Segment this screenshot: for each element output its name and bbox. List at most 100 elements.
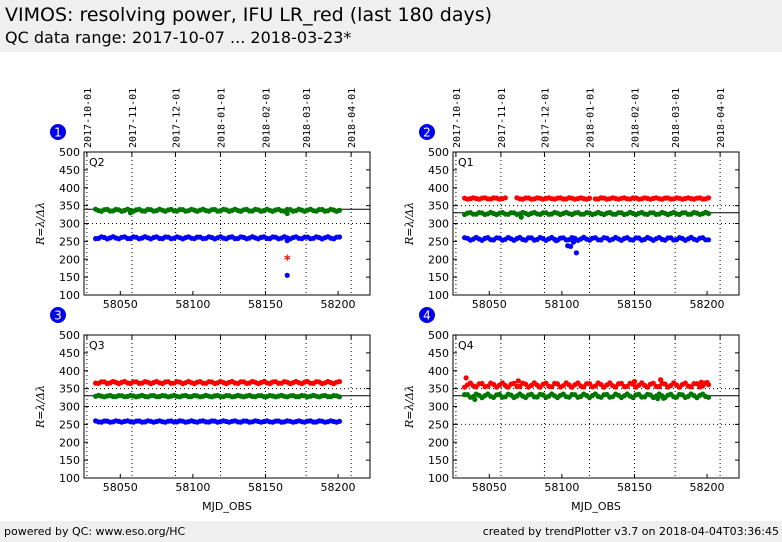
x-axis-label: MJD_OBS (571, 500, 621, 513)
quadrant-label: Q3 (89, 339, 105, 352)
y-tick-label: 100 (59, 289, 80, 302)
panel-badge (419, 124, 435, 140)
x-tick-label: 58150 (248, 298, 283, 311)
series-red (462, 375, 712, 390)
x-tick-label: 58150 (248, 481, 283, 494)
y-tick-label: 100 (59, 472, 80, 485)
panel-q1: 2017-10-01 2017-11-01 2017-12-01 2018-01-01… (403, 88, 740, 311)
panel-q3: 100 150 200 250 300 350 400 450 500 58050 58100 581… (34, 307, 371, 513)
page-subtitle: QC data range: 2017-10-07 ... 2018-03-23… (5, 28, 352, 47)
data-point-outlier (570, 239, 577, 245)
date-tick-label: 2017-12-01 (540, 88, 551, 148)
data-point (336, 234, 343, 240)
y-tick-label: 350 (428, 383, 449, 396)
data-point-outlier (553, 238, 559, 244)
x-tick-label: 58200 (690, 298, 725, 311)
y-tick-label: 400 (428, 365, 449, 378)
data-point-outlier (658, 377, 664, 383)
x-tick-label: 58050 (103, 298, 138, 311)
header: VIMOS: resolving power, IFU LR_red (last… (0, 0, 782, 52)
plot-frame (83, 151, 371, 296)
x-tick-label: 58200 (690, 481, 725, 494)
x-axis-label: MJD_OBS (202, 500, 252, 513)
plot-frame (452, 334, 740, 479)
y-tick-label: 200 (59, 253, 80, 266)
data-point-outlier (573, 250, 580, 256)
x-tick-label: 58200 (321, 298, 356, 311)
y-tick-label: 100 (428, 472, 449, 485)
series-blue (93, 418, 343, 425)
y-tick-label: 300 (428, 401, 449, 414)
x-tick-label: 58150 (617, 481, 652, 494)
plot-frame (452, 151, 740, 296)
y-tick-label: 450 (59, 164, 80, 177)
x-tick-label: 58050 (472, 298, 507, 311)
y-tick-label: 250 (59, 235, 80, 248)
y-tick-label: 250 (59, 418, 80, 431)
data-point (705, 195, 712, 201)
footer: powered by QC: www.eso.org/HC created by… (0, 521, 782, 542)
y-tick-label: 150 (59, 271, 80, 284)
y-tick-label: 300 (59, 218, 80, 231)
series-red (93, 378, 343, 387)
quadrant-label: Q4 (458, 339, 474, 352)
series-blue (93, 234, 343, 278)
panel-badge (50, 307, 66, 323)
footer-generator: created by trendPlotter v3.7 on 2018-04-… (482, 525, 779, 538)
date-tick-label: 2017-10-01 (83, 88, 94, 148)
y-tick-label: 350 (59, 200, 80, 213)
date-tick-label: 2017-11-01 (497, 88, 508, 148)
date-tick-label: 2018-03-01 (302, 88, 313, 148)
panel-badge (419, 307, 435, 323)
y-tick-label: 250 (428, 418, 449, 431)
x-tick-label: 58100 (175, 298, 210, 311)
data-point-outlier (515, 378, 521, 384)
data-point-outlier (568, 243, 574, 249)
y-tick-label: 450 (59, 347, 80, 360)
data-point (336, 379, 343, 385)
y-tick-label: 500 (428, 329, 449, 342)
footer-credit: powered by QC: www.eso.org/HC (4, 525, 186, 538)
data-point-outlier (472, 396, 478, 402)
panel-badge-number: 4 (423, 309, 431, 323)
panel-badge (50, 124, 66, 140)
data-point-outlier (631, 378, 638, 385)
series-green (462, 209, 712, 220)
series-blue (462, 234, 712, 256)
x-tick-label: 58050 (103, 481, 138, 494)
data-point-outlier (284, 210, 290, 217)
date-tick-label: 2018-02-01 (630, 88, 641, 148)
y-tick-label: 400 (59, 365, 80, 378)
data-point-outlier (698, 379, 704, 385)
data-point (336, 394, 343, 400)
y-tick-label: 300 (428, 218, 449, 231)
date-tick-label: 2018-04-01 (347, 88, 358, 148)
data-point-outlier (284, 272, 290, 278)
date-tick-label: 2017-11-01 (128, 88, 139, 148)
series-green (93, 392, 343, 400)
quadrant-label: Q1 (458, 156, 474, 169)
date-tick-label: 2018-02-01 (261, 88, 272, 148)
x-tick-label: 58050 (472, 481, 507, 494)
data-point (705, 237, 712, 243)
x-tick-label: 58100 (544, 481, 579, 494)
y-tick-label: 500 (428, 146, 449, 159)
y-axis-label: R=λ/Δλ (34, 385, 47, 429)
data-point (336, 418, 343, 424)
data-point (502, 195, 508, 201)
data-point-outlier (518, 214, 524, 220)
data-point (705, 394, 712, 400)
y-axis-label: R=λ/Δλ (34, 202, 47, 246)
data-point-outlier (704, 379, 710, 386)
date-tick-label: 2018-03-01 (671, 88, 682, 148)
plot-frame (83, 334, 371, 479)
panel-q2: 2017-10-01 2017-11-01 2017-12-01 2018-01-01… (34, 88, 371, 311)
panel-badge-number: 2 (423, 126, 431, 140)
y-axis-label: R=λ/Δλ (403, 385, 416, 429)
panel-q4: 100 150 200 250 300 350 400 450 500 58050 58100 581… (403, 307, 740, 513)
data-point-outlier (660, 395, 667, 401)
y-tick-label: 200 (428, 253, 449, 266)
y-tick-label: 400 (59, 182, 80, 195)
y-tick-label: 500 (59, 329, 80, 342)
x-tick-label: 58200 (321, 481, 356, 494)
